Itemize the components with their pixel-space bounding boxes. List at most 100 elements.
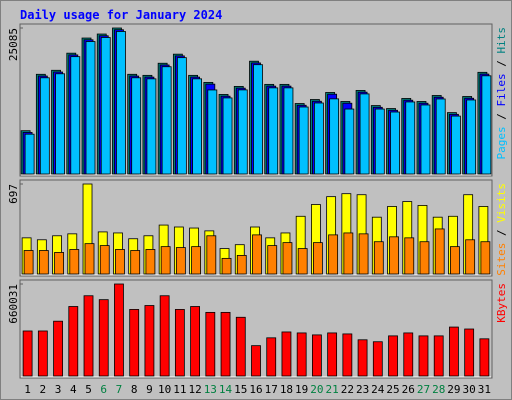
- x-tick-label: 14: [219, 383, 233, 396]
- bar: [98, 299, 109, 377]
- legend-entry: Files: [495, 73, 508, 106]
- bar: [191, 246, 201, 275]
- bar: [175, 247, 186, 275]
- bar: [435, 98, 446, 175]
- bar: [99, 245, 110, 275]
- bar: [418, 335, 429, 377]
- bar: [69, 249, 80, 275]
- bar: [159, 295, 170, 377]
- bar: [342, 333, 353, 377]
- legend: Sites / Visits: [495, 183, 508, 276]
- x-tick-label: 22: [341, 383, 354, 396]
- bar: [297, 248, 308, 275]
- bar: [116, 31, 126, 175]
- chart-title: Daily usage for January 2024: [20, 8, 222, 22]
- bar: [100, 37, 111, 175]
- bar: [281, 331, 292, 377]
- x-tick-label: 1: [24, 383, 31, 396]
- x-tick-label: 12: [188, 383, 201, 396]
- bar: [83, 295, 94, 377]
- bar: [37, 330, 48, 377]
- bar: [420, 104, 431, 175]
- bar: [327, 332, 338, 377]
- x-tick-label: 25: [386, 383, 399, 396]
- bar: [174, 309, 185, 377]
- x-tick-label: 16: [249, 383, 262, 396]
- bar: [405, 101, 416, 175]
- x-tick-label: 9: [146, 383, 153, 396]
- x-tick-label: 8: [131, 383, 138, 396]
- bar: [192, 78, 202, 175]
- bar: [252, 234, 262, 275]
- legend-entry: Pages: [495, 126, 508, 159]
- bar: [296, 332, 307, 377]
- bar: [419, 241, 430, 275]
- bar: [146, 78, 157, 175]
- bar: [237, 89, 248, 175]
- x-tick-label: 29: [447, 383, 460, 396]
- bar: [176, 57, 187, 175]
- bar: [267, 245, 278, 275]
- x-tick-label: 30: [463, 383, 476, 396]
- bar: [115, 249, 125, 275]
- bar: [449, 326, 459, 377]
- bar: [253, 64, 263, 175]
- legend-separator: /: [495, 54, 508, 74]
- legend-entry: Hits: [495, 27, 508, 54]
- bar: [145, 249, 156, 275]
- bar: [328, 234, 339, 275]
- bar: [481, 75, 492, 175]
- bar: [465, 239, 476, 275]
- bar: [464, 328, 475, 377]
- x-tick-label: 26: [402, 383, 415, 396]
- bar: [357, 339, 368, 377]
- bar: [282, 242, 293, 275]
- x-tick-label: 17: [265, 383, 278, 396]
- bar: [70, 56, 81, 175]
- bar: [84, 243, 95, 275]
- bar: [205, 311, 216, 377]
- bar: [23, 250, 34, 275]
- bar: [358, 233, 369, 275]
- bar: [451, 115, 461, 175]
- legend: KBytes: [495, 283, 508, 323]
- bar: [283, 87, 294, 175]
- bar: [68, 306, 79, 377]
- x-tick-label: 6: [100, 383, 107, 396]
- bar: [343, 232, 354, 275]
- bar: [479, 338, 490, 377]
- x-tick-label: 5: [85, 383, 92, 396]
- legend: Pages / Files / Hits: [495, 27, 508, 160]
- x-tick-label: 2: [40, 383, 47, 396]
- bar: [372, 341, 383, 377]
- bar: [466, 99, 477, 175]
- x-tick-label: 7: [116, 383, 123, 396]
- bar: [236, 255, 247, 275]
- bar: [390, 111, 400, 175]
- x-tick-label: 23: [356, 383, 369, 396]
- bar: [130, 250, 141, 275]
- legend-entry: Visits: [495, 183, 508, 223]
- x-tick-label: 31: [478, 383, 491, 396]
- bar: [38, 250, 49, 275]
- bar: [160, 246, 171, 275]
- legend-entry: Sites: [495, 243, 508, 276]
- bar: [388, 335, 398, 377]
- bar: [220, 311, 231, 377]
- bar: [39, 77, 50, 175]
- x-tick-label: 10: [158, 383, 171, 396]
- bar: [53, 320, 63, 377]
- bar: [359, 93, 370, 175]
- x-tick-label: 21: [326, 383, 339, 396]
- bar: [24, 133, 35, 175]
- bar: [129, 309, 140, 377]
- y-tick-label: 25085: [7, 28, 20, 61]
- bar: [268, 87, 279, 175]
- bar: [207, 89, 218, 175]
- x-tick-label: 28: [432, 383, 445, 396]
- x-tick-label: 19: [295, 383, 308, 396]
- bar: [190, 306, 200, 377]
- bar: [298, 106, 309, 175]
- x-tick-label: 4: [70, 383, 77, 396]
